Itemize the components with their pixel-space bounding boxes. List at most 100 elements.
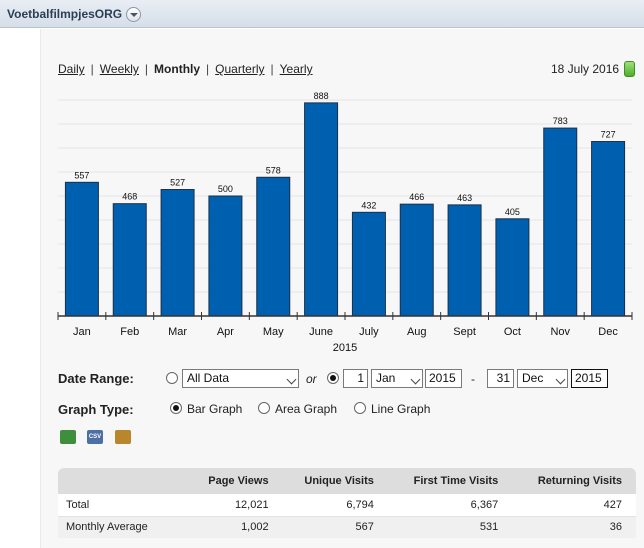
table-header-cell: Returning Visits <box>512 468 636 494</box>
table-cell: Monthly Average <box>58 516 189 538</box>
x-tick-label: Aug <box>407 326 427 338</box>
x-tick-label: Mar <box>168 326 187 338</box>
from-year-input[interactable]: 2015 <box>425 369 462 388</box>
date-range-label: Date Range: <box>58 371 134 386</box>
x-tick-label: Sept <box>453 326 476 338</box>
table-header-cell: Unique Visits <box>282 468 388 494</box>
table-header-cell: Page Views <box>188 468 283 494</box>
from-month-select[interactable]: Jan <box>371 369 423 388</box>
period-yearly-link[interactable]: Yearly <box>279 62 313 76</box>
bar-value-label: 500 <box>218 184 233 194</box>
export-excel-icon[interactable] <box>60 430 76 444</box>
x-tick-label: Nov <box>550 326 570 338</box>
period-separator: | <box>206 62 210 76</box>
period-daily-link[interactable]: Daily <box>58 62 85 76</box>
bar-value-label: 557 <box>74 170 89 180</box>
bar-graph-label[interactable]: Bar Graph <box>187 402 243 416</box>
line-graph-label[interactable]: Line Graph <box>371 402 431 416</box>
from-day-input[interactable]: 1 <box>343 369 368 388</box>
table-cell: 6,794 <box>282 494 388 517</box>
bar-feb <box>112 203 147 317</box>
period-separator: | <box>270 62 274 76</box>
status-indicator-icon <box>624 61 635 77</box>
x-tick-label: Dec <box>598 326 618 338</box>
line-graph-radio[interactable] <box>354 402 366 414</box>
chevron-down-icon <box>286 374 297 385</box>
site-name: VoetbalfilmpjesORG <box>7 7 123 21</box>
to-year-input[interactable]: 2015 <box>571 369 608 388</box>
period-quarterly-link[interactable]: Quarterly <box>215 62 265 76</box>
bar-value-label: 463 <box>457 193 472 203</box>
bar-value-label: 578 <box>266 165 281 175</box>
monthly-bar-chart: 557 Jan 468 Feb 527 Mar 500 Apr 578 May 888 June 432… <box>57 91 633 354</box>
custom-range-radio[interactable] <box>327 372 339 384</box>
bar-dec <box>591 141 626 317</box>
area-graph-radio[interactable] <box>258 402 270 414</box>
table-cell: 567 <box>282 516 388 538</box>
from-month-value: Jan <box>376 371 396 385</box>
site-dropdown-icon[interactable] <box>126 7 141 22</box>
export-csv-icon[interactable]: CSV <box>87 430 103 444</box>
x-tick-label: Apr <box>217 326 234 338</box>
x-tick-label: Jan <box>73 326 91 338</box>
table-cell: 12,021 <box>188 494 283 517</box>
or-text: or <box>306 372 317 386</box>
bar-value-label: 468 <box>122 192 137 202</box>
bar-value-label: 466 <box>409 192 424 202</box>
bar-june <box>304 102 339 317</box>
bar-july <box>351 211 386 317</box>
table-cell: 531 <box>387 516 513 538</box>
table-cell: 427 <box>512 494 636 517</box>
table-row: Total 12,021 6,794 6,367 427 <box>58 494 636 517</box>
bar-value-label: 783 <box>553 116 568 126</box>
graph-type-label: Graph Type: <box>58 402 134 417</box>
bar-sept <box>447 204 482 317</box>
all-data-select-value: All Data <box>187 371 230 385</box>
bar-apr <box>208 195 243 317</box>
current-date: 18 July 2016 <box>551 62 620 76</box>
bar-graph-radio[interactable] <box>170 402 182 414</box>
x-tick-label: July <box>359 326 379 338</box>
period-separator: | <box>90 62 94 76</box>
export-pdf-icon[interactable] <box>115 430 131 444</box>
x-tick-label: Oct <box>504 326 521 338</box>
table-header-row: Page Views Unique Visits First Time Visi… <box>58 468 636 494</box>
period-separator: | <box>144 62 149 76</box>
bar-value-label: 527 <box>170 178 185 188</box>
x-tick-label: Feb <box>120 326 139 338</box>
range-dash: - <box>471 372 475 386</box>
x-tick-label: June <box>309 326 333 338</box>
bar-value-label: 888 <box>314 91 329 101</box>
area-graph-label[interactable]: Area Graph <box>275 402 338 416</box>
bar-value-label: 727 <box>601 130 616 140</box>
table-header-cell <box>58 468 189 494</box>
bar-mar <box>160 189 195 317</box>
table-header-cell: First Time Visits <box>387 468 513 494</box>
table-row: Monthly Average 1,002 567 531 36 <box>58 516 636 538</box>
bar-value-label: 405 <box>505 207 520 217</box>
to-month-value: Dec <box>522 371 544 385</box>
x-axis-label: 2015 <box>333 342 357 354</box>
table-cell: 36 <box>512 516 636 538</box>
bar-value-label: 432 <box>361 200 376 210</box>
period-monthly-current: Monthly <box>154 62 201 76</box>
bar-oct <box>495 218 530 317</box>
table-cell: Total <box>58 494 189 517</box>
all-data-select[interactable]: All Data <box>182 369 299 388</box>
all-data-radio[interactable] <box>166 372 178 384</box>
period-weekly-link[interactable]: Weekly <box>99 62 139 76</box>
bar-nov <box>543 127 578 317</box>
table-cell: 1,002 <box>188 516 283 538</box>
to-month-select[interactable]: Dec <box>517 369 568 388</box>
bar-jan <box>64 181 99 317</box>
to-day-input[interactable]: 31 <box>487 369 514 388</box>
top-bar: VoetbalfilmpjesORG <box>0 0 644 28</box>
chevron-down-icon <box>555 374 566 385</box>
x-tick-label: May <box>263 326 284 338</box>
chevron-down-icon <box>410 374 421 385</box>
table-cell: 6,367 <box>387 494 513 517</box>
period-nav: Daily | Weekly | Monthly | Quarterly | Yearly <box>58 62 313 76</box>
bar-aug <box>399 203 434 317</box>
bar-may <box>256 176 291 317</box>
stats-table: Page Views Unique Visits First Time Visi… <box>58 468 636 538</box>
